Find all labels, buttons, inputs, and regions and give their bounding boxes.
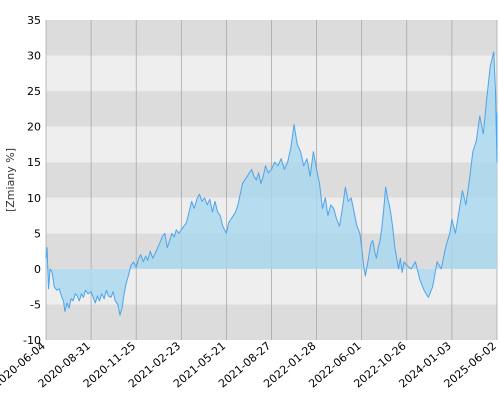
y-tick-label: 0 — [34, 263, 41, 276]
y-tick-label: -10 — [23, 334, 41, 347]
y-tick-label: 5 — [34, 227, 41, 240]
y-tick-label: 15 — [27, 156, 41, 169]
series-line — [45, 51, 498, 316]
y-axis-label: [Zmiany %] — [4, 148, 17, 212]
series-area-fill — [46, 52, 497, 316]
y-tick-label: 25 — [27, 85, 41, 98]
y-tick-label: 20 — [27, 121, 41, 134]
y-tick-label: 10 — [27, 192, 41, 205]
x-axis-tick-labels: 2020-06-042020-08-312020-11-252021-02-23… — [0, 339, 499, 390]
y-tick-label: -5 — [30, 298, 41, 311]
y-tick-label: 30 — [27, 50, 41, 63]
y-axis-tick-labels: -10 -5 0 5 10 15 20 25 30 35 — [23, 14, 41, 347]
y-tick-label: 35 — [27, 14, 41, 27]
